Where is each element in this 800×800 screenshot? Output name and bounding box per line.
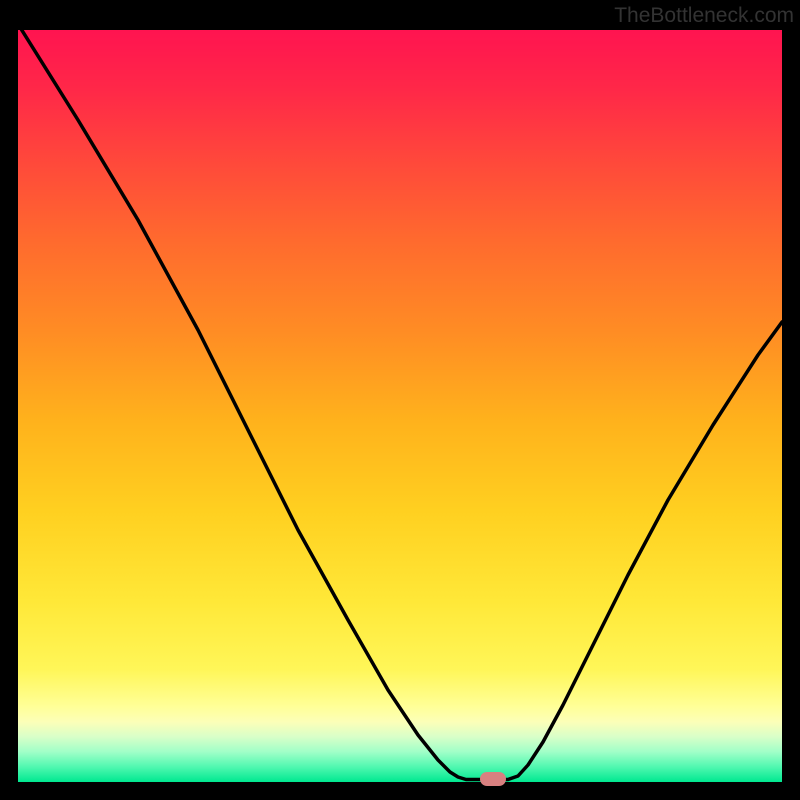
bottleneck-curve <box>18 30 782 782</box>
watermark-text: TheBottleneck.com <box>614 4 794 28</box>
optimal-marker <box>480 772 506 786</box>
plot-area <box>18 30 782 782</box>
